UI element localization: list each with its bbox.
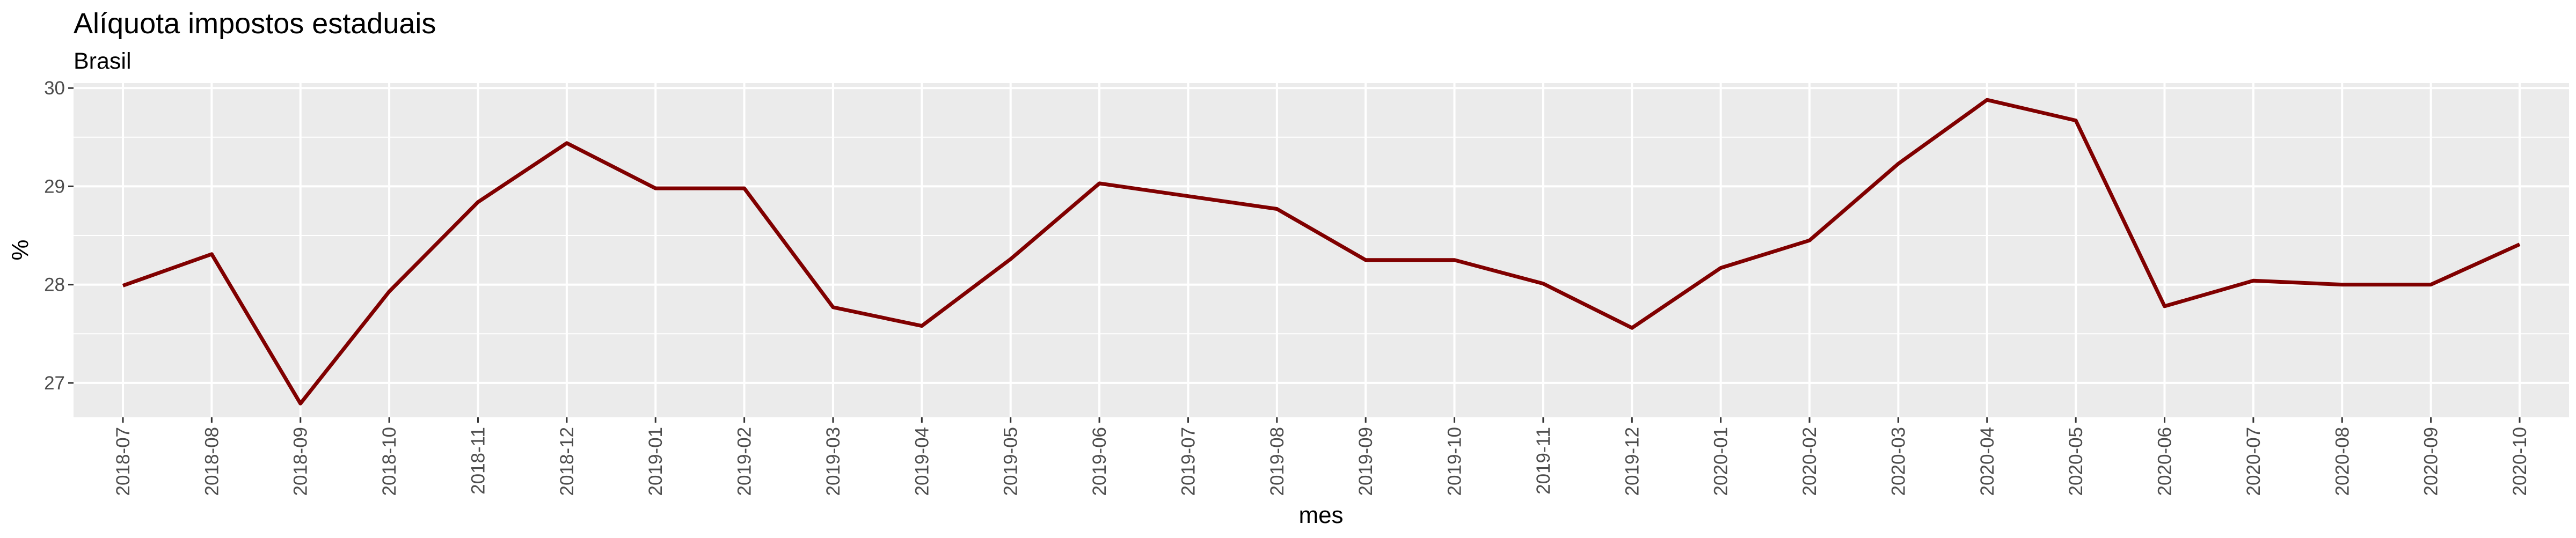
x-tick-label: 2020-09: [2421, 427, 2442, 496]
x-tick-label: 2018-10: [379, 427, 400, 496]
x-tick-label: 2020-02: [1799, 427, 1820, 496]
y-tick-label: 30: [44, 78, 65, 99]
x-tick-label: 2018-08: [201, 427, 222, 496]
x-tick-label: 2019-02: [734, 427, 755, 496]
y-tick-label: 27: [44, 373, 65, 394]
x-tick-label: 2020-04: [1977, 427, 1998, 496]
x-tick-label: 2019-09: [1355, 427, 1376, 496]
x-tick-label: 2018-11: [468, 427, 488, 495]
x-tick-label: 2020-08: [2332, 427, 2353, 496]
x-axis: 2018-07 2018-08 2018-09 2018-10 2018-11 2018-…: [113, 417, 2530, 496]
x-tick-label: 2020-05: [2066, 427, 2086, 496]
series-line: [122, 98, 2521, 406]
y-axis-title: %: [7, 239, 33, 260]
plot-panel: [74, 83, 2569, 417]
x-tick-label: 2018-07: [113, 427, 134, 496]
grid-major-lines: [74, 83, 2569, 417]
x-axis-title: mes: [1298, 502, 1343, 528]
series-group: [122, 98, 2521, 406]
x-tick-label: 2018-09: [290, 427, 311, 496]
x-tick-label: 2020-06: [2155, 427, 2176, 496]
y-tick-label: 29: [44, 176, 65, 197]
x-tick-label: 2019-01: [645, 427, 666, 496]
chart-subtitle: Brasil: [74, 48, 132, 74]
x-tick-label: 2019-05: [1001, 427, 1021, 496]
x-tick-label: 2019-10: [1444, 427, 1465, 496]
x-tick-label: 2019-11: [1533, 427, 1554, 495]
x-tick-label: 2020-01: [1711, 427, 1732, 496]
x-tick-label: 2020-07: [2243, 427, 2264, 496]
y-axis: 27 28 29 30: [44, 78, 74, 394]
x-tick-label: 2020-03: [1888, 427, 1909, 496]
x-tick-label: 2019-12: [1622, 427, 1643, 496]
x-tick-label: 2019-08: [1267, 427, 1288, 496]
y-tick-label: 28: [44, 275, 65, 296]
x-tick-label: 2019-04: [911, 427, 932, 496]
x-tick-label: 2019-06: [1089, 427, 1110, 496]
x-tick-label: 2019-07: [1178, 427, 1199, 496]
x-tick-label: 2018-12: [557, 427, 578, 496]
x-tick-label: 2020-10: [2509, 427, 2530, 496]
chart-title: Alíquota impostos estaduais: [74, 8, 436, 40]
x-tick-label: 2019-03: [823, 427, 844, 496]
